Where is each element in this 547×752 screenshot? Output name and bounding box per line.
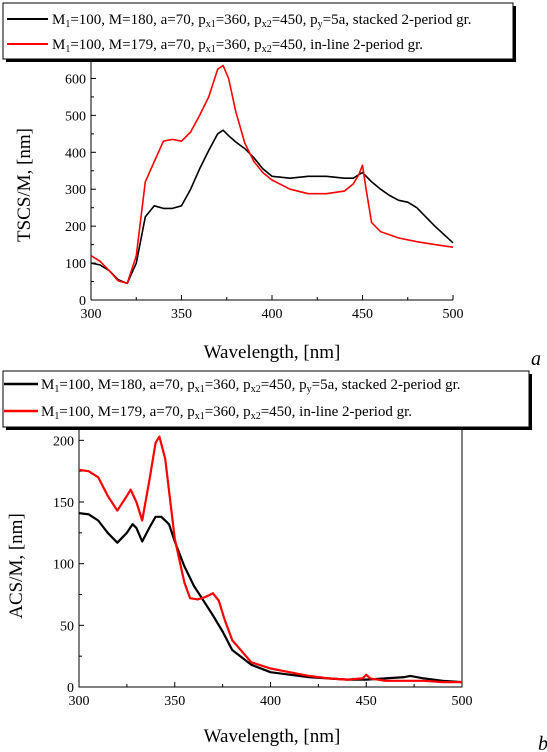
y-tick-label: 500 (65, 109, 86, 124)
panel-a: M1=100, M=180, a=70, px1=360, px2=450, p… (2, 2, 541, 370)
plot-a-ticks: 300 350 400 450 500 0 100 200 300 400 500 600 (65, 72, 464, 322)
plot-b-series (78, 435, 463, 684)
legend-a-box (2, 2, 514, 60)
x-tick-label: 450 (356, 694, 377, 709)
y-tick-label: 600 (65, 72, 86, 87)
plot-b-ylabel: ACS/M, [nm] (6, 513, 27, 619)
y-tick-label: 100 (53, 558, 74, 573)
y-tick-label: 200 (65, 220, 86, 235)
x-tick-label: 400 (262, 307, 283, 322)
legend-a: M1=100, M=180, a=70, px1=360, px2=450, p… (2, 2, 516, 62)
legend-a-shadow-bottom (6, 59, 516, 62)
legend-b-shadow-right (529, 374, 532, 430)
plot-a-xlabel: Wavelength, [nm] (204, 342, 341, 363)
legend-b-box (2, 370, 530, 428)
legend-b: M1=100, M=180, a=70, px1=360, px2=450, p… (2, 370, 532, 430)
y-tick-label: 300 (65, 183, 86, 198)
y-tick-label: 400 (65, 146, 86, 161)
legend-b-entry-black: M1=100, M=180, a=70, px1=360, px2=450, p… (41, 377, 460, 395)
y-tick-label: 200 (53, 434, 74, 449)
y-tick-label: 100 (65, 257, 86, 272)
legend-a-shadow-right (513, 6, 516, 62)
x-tick-label: 300 (69, 694, 90, 709)
x-tick-label: 500 (452, 694, 473, 709)
panel-b-label: b (538, 733, 547, 752)
y-tick-label: 50 (60, 619, 74, 634)
x-tick-label: 350 (171, 307, 192, 322)
plot-a-ylabel: TSCS/M, [nm] (14, 128, 35, 242)
series-line-black (90, 129, 454, 285)
panel-a-label: a (531, 348, 541, 370)
series-line-black (78, 512, 463, 684)
x-tick-label: 450 (352, 307, 373, 322)
legend-a-entry-black: M1=100, M=180, a=70, px1=360, px2=450, p… (52, 12, 471, 30)
plot-b-xlabel: Wavelength, [nm] (204, 726, 341, 747)
plot-b-frame (78, 427, 463, 688)
panel-b: M1=100, M=180, a=70, px1=360, px2=450, p… (2, 370, 547, 752)
series-line-red (90, 64, 454, 285)
plot-a-series (90, 64, 454, 285)
legend-b-entry-red: M1=100, M=179, a=70, px1=360, px2=450, i… (41, 404, 412, 422)
plot-b-ticks: 300 350 400 450 500 0 50 100 150 200 (53, 434, 473, 709)
legend-a-entry-red: M1=100, M=179, a=70, px1=360, px2=450, i… (52, 37, 423, 55)
x-tick-label: 350 (164, 694, 185, 709)
x-tick-label: 400 (260, 694, 281, 709)
x-tick-label: 300 (81, 307, 102, 322)
series-line-red (78, 435, 462, 684)
y-tick-label: 0 (67, 681, 74, 696)
x-tick-label: 500 (443, 307, 464, 322)
y-tick-label: 150 (53, 496, 74, 511)
y-tick-label: 0 (79, 294, 86, 309)
